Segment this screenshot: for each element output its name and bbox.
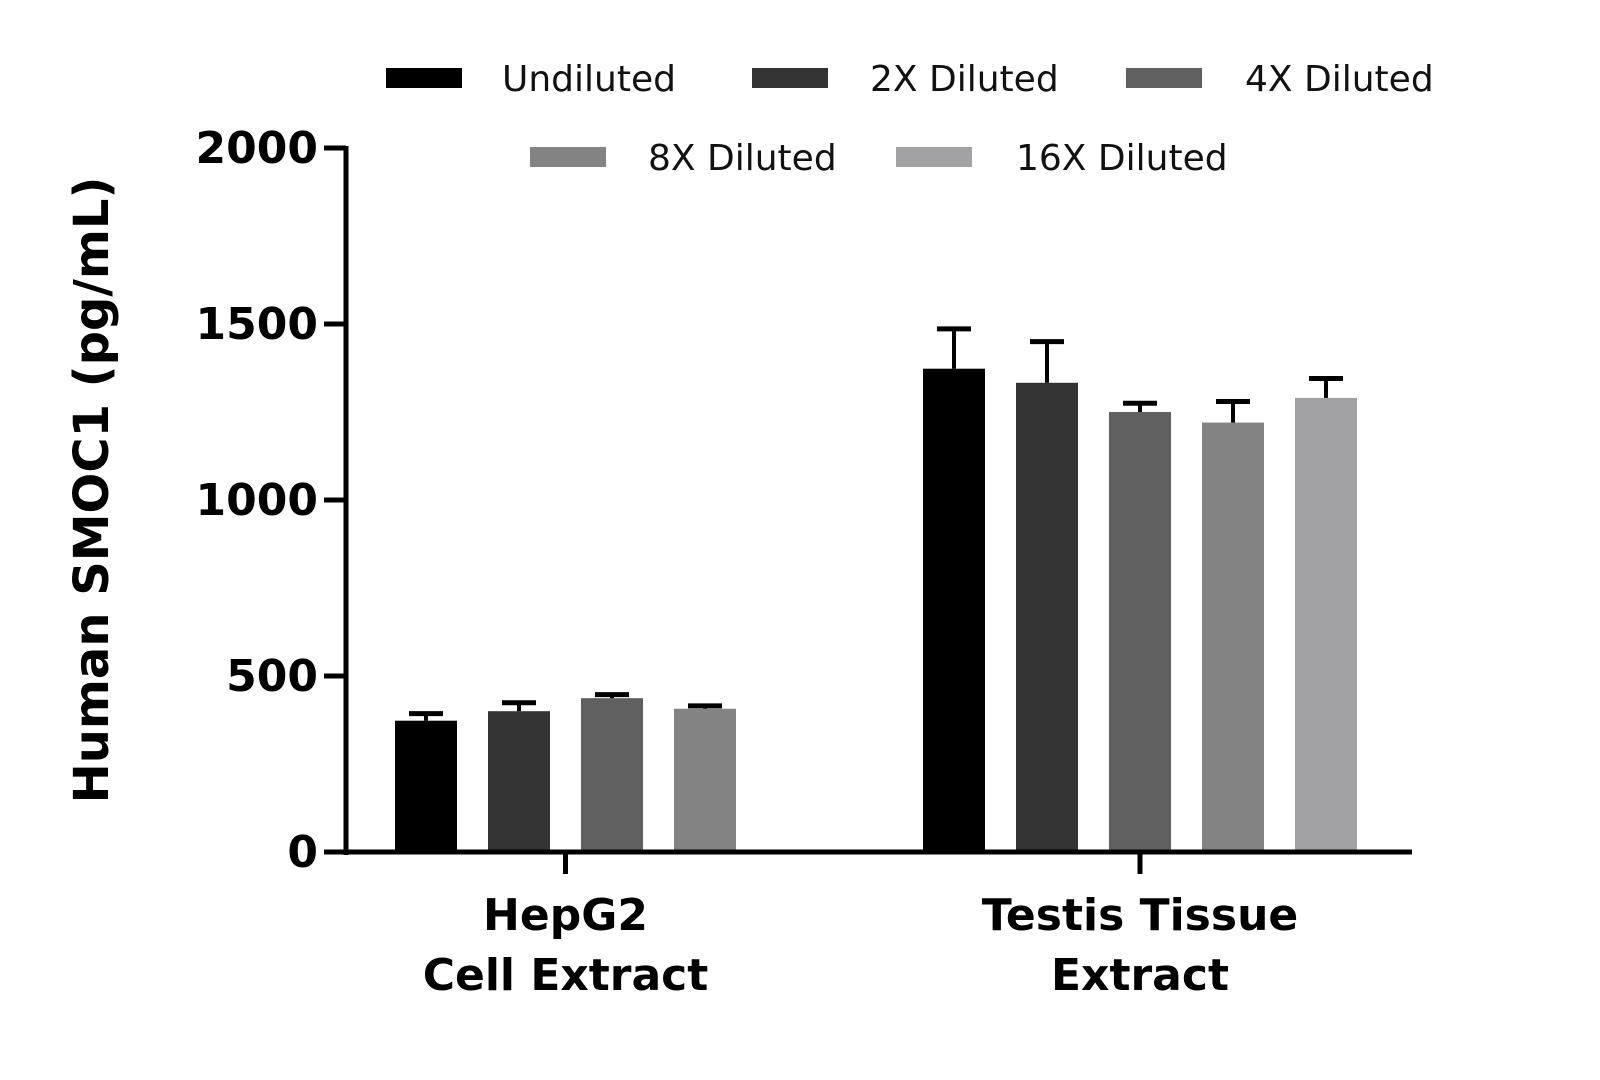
x-category-label: Extract: [1051, 950, 1229, 1001]
x-category-label: HepG2: [483, 890, 648, 941]
y-axis-label: Human SMOC1 (pg/mL): [64, 177, 120, 804]
legend-label: 16X Diluted: [1016, 138, 1228, 179]
legend-swatch: [1126, 68, 1202, 88]
bar-8x-diluted: [1202, 422, 1264, 852]
legend: Undiluted 2X Diluted 4X Diluted 8X Diluted 1…: [386, 59, 1434, 179]
legend-swatch: [896, 147, 972, 167]
bar-undiluted: [923, 368, 985, 852]
y-tick-label: 500: [226, 651, 318, 702]
bar-4x-diluted: [1109, 412, 1171, 852]
bar-undiluted: [395, 720, 457, 852]
legend-label: 8X Diluted: [648, 138, 837, 179]
bar-16x-diluted: [1295, 397, 1357, 852]
bar-8x-diluted: [674, 708, 736, 852]
y-tick-label: 1000: [196, 475, 318, 526]
legend-label: 2X Diluted: [870, 59, 1059, 100]
legend-label: 4X Diluted: [1245, 59, 1434, 100]
bar-2x-diluted: [488, 711, 550, 852]
error-bars: [409, 326, 1343, 721]
legend-swatch: [530, 147, 606, 167]
y-tick-label: 0: [287, 827, 318, 878]
legend-swatch: [386, 68, 462, 88]
bars: [395, 368, 1357, 852]
bar-4x-diluted: [581, 698, 643, 852]
legend-label: Undiluted: [502, 59, 676, 100]
y-tick-label: 2000: [196, 123, 318, 174]
bar-2x-diluted: [1016, 382, 1078, 852]
x-category-label: Cell Extract: [423, 950, 709, 1001]
legend-swatch: [752, 68, 828, 88]
axes: 0 500 1000 1500 2000 HepG2 Cell Extract Testis …: [196, 123, 1412, 1001]
x-category-label: Testis Tissue: [982, 890, 1298, 941]
y-tick-label: 1500: [196, 299, 318, 350]
